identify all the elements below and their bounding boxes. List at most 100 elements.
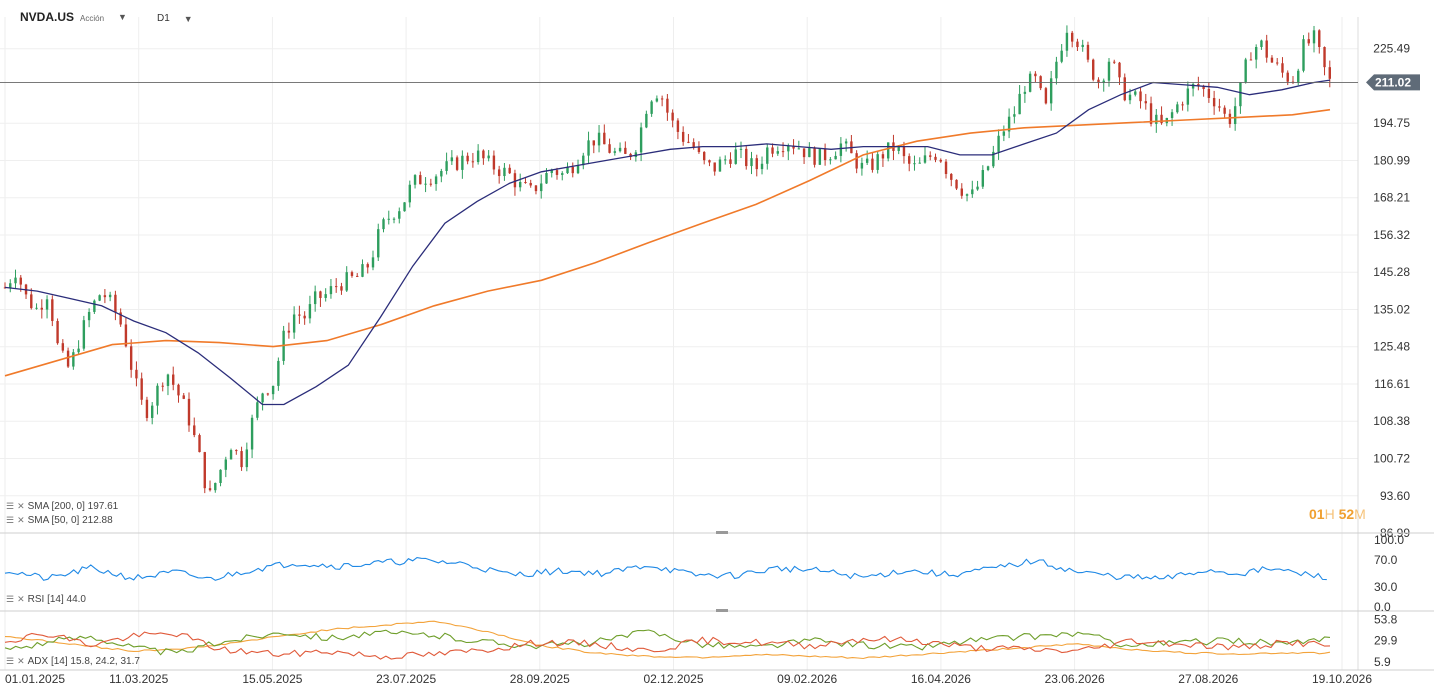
- candle-body: [844, 141, 848, 144]
- candle-body: [839, 143, 843, 156]
- candle-body: [618, 147, 622, 152]
- candle-body: [1049, 78, 1053, 104]
- close-icon[interactable]: ✕: [17, 501, 25, 511]
- adx-tick-label: 29.9: [1374, 634, 1398, 648]
- candle-body: [1181, 104, 1184, 106]
- close-icon[interactable]: ✕: [17, 594, 25, 604]
- candle-body: [108, 294, 112, 298]
- price-badge-label: 211.02: [1375, 75, 1411, 89]
- candle-body: [1323, 47, 1326, 68]
- candle-body: [1186, 88, 1190, 105]
- candle-body: [1307, 39, 1310, 44]
- candle-body: [1233, 106, 1237, 125]
- candle-body: [1123, 77, 1126, 101]
- x-tick-label: 15.05.2025: [242, 672, 302, 686]
- price-badge: [1366, 74, 1420, 91]
- candle-body: [1318, 30, 1321, 48]
- candle-body: [334, 286, 338, 288]
- candle-body: [1286, 72, 1289, 82]
- candle-body: [1107, 61, 1111, 81]
- settings-icon[interactable]: ☰: [6, 656, 15, 666]
- close-icon[interactable]: ✕: [17, 515, 25, 525]
- candle-body: [387, 218, 390, 220]
- candle-body: [14, 277, 17, 284]
- candle-body: [40, 307, 43, 310]
- candle-body: [19, 277, 22, 285]
- candle-body: [955, 179, 958, 189]
- candle-body: [624, 147, 627, 154]
- candle-body: [818, 148, 822, 165]
- candle-body: [229, 450, 233, 460]
- sma50-line: [4, 79, 1331, 406]
- candle-body: [266, 393, 270, 395]
- candle-body: [1097, 79, 1100, 83]
- adx-tick-label: 53.8: [1374, 612, 1398, 626]
- candle-body: [1055, 61, 1058, 79]
- candle-body: [797, 148, 801, 150]
- candle-body: [340, 286, 343, 291]
- candle-body: [524, 182, 527, 184]
- candle-body: [361, 264, 364, 277]
- candle-body: [1007, 116, 1011, 132]
- legend-adx-label: ADX [14] 15.8, 24.2, 31.7: [27, 656, 140, 667]
- candle-body: [35, 307, 38, 309]
- symbol-name: NVDA.US: [20, 10, 75, 24]
- candle-body: [1312, 30, 1316, 44]
- candle-body: [476, 150, 480, 163]
- candle-body: [897, 146, 900, 151]
- y-tick-label: 135.02: [1373, 302, 1410, 316]
- candle-body: [1254, 47, 1258, 60]
- candle-body: [1265, 40, 1268, 58]
- candle-body: [950, 173, 953, 180]
- candle-body: [1239, 82, 1242, 107]
- y-tick-label: 125.48: [1373, 340, 1410, 354]
- settings-icon[interactable]: ☰: [6, 501, 15, 511]
- candle-body: [645, 113, 648, 128]
- timeframe-dropdown-icon[interactable]: ▼: [183, 13, 193, 24]
- timeframe-selector[interactable]: D1 ▼: [157, 13, 193, 24]
- candle-body: [56, 321, 59, 344]
- candle-body: [371, 257, 375, 268]
- y-tick-label: 180.99: [1373, 153, 1410, 167]
- adx-line: [4, 620, 1331, 660]
- candle-body: [382, 219, 385, 230]
- candle-body: [555, 170, 559, 175]
- candle-body: [292, 314, 296, 333]
- candle-body: [503, 167, 506, 177]
- settings-icon[interactable]: ☰: [6, 594, 15, 604]
- candle-body: [408, 184, 411, 203]
- settings-icon[interactable]: ☰: [6, 515, 15, 525]
- candle-body: [87, 311, 91, 321]
- symbol-dropdown-icon[interactable]: ▼: [118, 12, 127, 22]
- sma200-line: [4, 108, 1331, 377]
- candle-body: [66, 350, 70, 367]
- candle-body: [792, 145, 795, 149]
- candle-body: [114, 294, 117, 313]
- x-tick-label: 11.03.2025: [109, 672, 168, 686]
- candle-body: [135, 369, 138, 379]
- candle-body: [776, 151, 779, 154]
- candle-body: [676, 120, 680, 132]
- close-icon[interactable]: ✕: [17, 656, 25, 666]
- candle-body: [971, 189, 974, 195]
- candle-body: [1023, 91, 1027, 94]
- candle-body: [156, 385, 159, 406]
- candle-body: [30, 294, 33, 309]
- candle-body: [571, 166, 574, 174]
- candle-body: [708, 160, 711, 163]
- candle-body: [745, 148, 748, 167]
- y-tick-label: 93.60: [1380, 489, 1410, 503]
- candle-body: [1134, 91, 1137, 95]
- di-minus-line: [4, 631, 1331, 660]
- candle-body: [1155, 114, 1158, 124]
- candle-body: [277, 360, 280, 386]
- candle-body: [755, 158, 758, 170]
- symbol-header[interactable]: NVDA.US Acción ▼: [20, 10, 127, 24]
- candle-body: [960, 188, 963, 196]
- candle-body: [886, 142, 890, 159]
- candle-body: [313, 291, 317, 305]
- candle-body: [545, 173, 548, 184]
- candle-body: [324, 294, 327, 298]
- candle-body: [729, 159, 732, 164]
